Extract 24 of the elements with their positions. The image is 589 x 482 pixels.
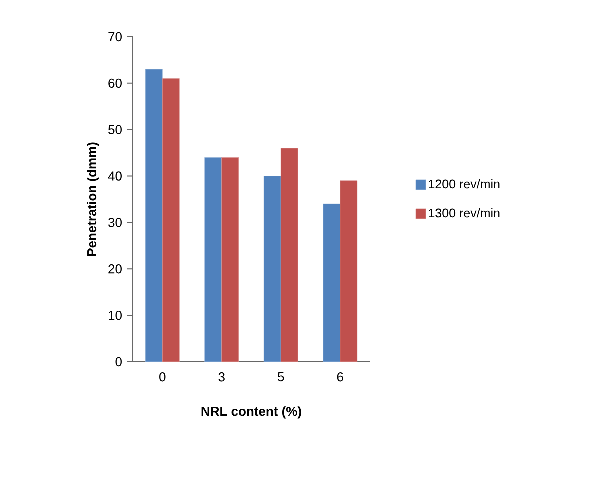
y-tick-label: 10 bbox=[109, 310, 122, 320]
legend-label: 1300 rev/min bbox=[429, 208, 500, 218]
y-tick-label: 30 bbox=[108, 218, 122, 228]
bar bbox=[323, 204, 341, 362]
x-tick-label: 5 bbox=[278, 372, 284, 382]
bar bbox=[222, 158, 240, 362]
x-tick-label: 3 bbox=[218, 372, 225, 382]
legend-label: 1200 rev/min bbox=[429, 179, 500, 189]
bar bbox=[340, 180, 358, 362]
x-tick-label: 0 bbox=[160, 372, 166, 382]
y-tick-label: 40 bbox=[108, 172, 122, 181]
y-tick-label: 60 bbox=[108, 78, 122, 88]
y-tick-label: 20 bbox=[108, 264, 122, 274]
y-tick-label: 50 bbox=[108, 125, 122, 134]
y-axis-title: Penetration (dmm) bbox=[87, 142, 100, 256]
bar bbox=[204, 158, 222, 362]
y-tick-label: 0 bbox=[116, 357, 122, 367]
bar bbox=[145, 69, 163, 362]
y-tick-label: 70 bbox=[108, 32, 122, 42]
bar bbox=[280, 148, 298, 362]
bar bbox=[162, 78, 180, 362]
x-axis-title: NRL content (%) bbox=[202, 406, 302, 419]
x-tick-label: 6 bbox=[337, 372, 344, 382]
bar bbox=[264, 176, 282, 362]
